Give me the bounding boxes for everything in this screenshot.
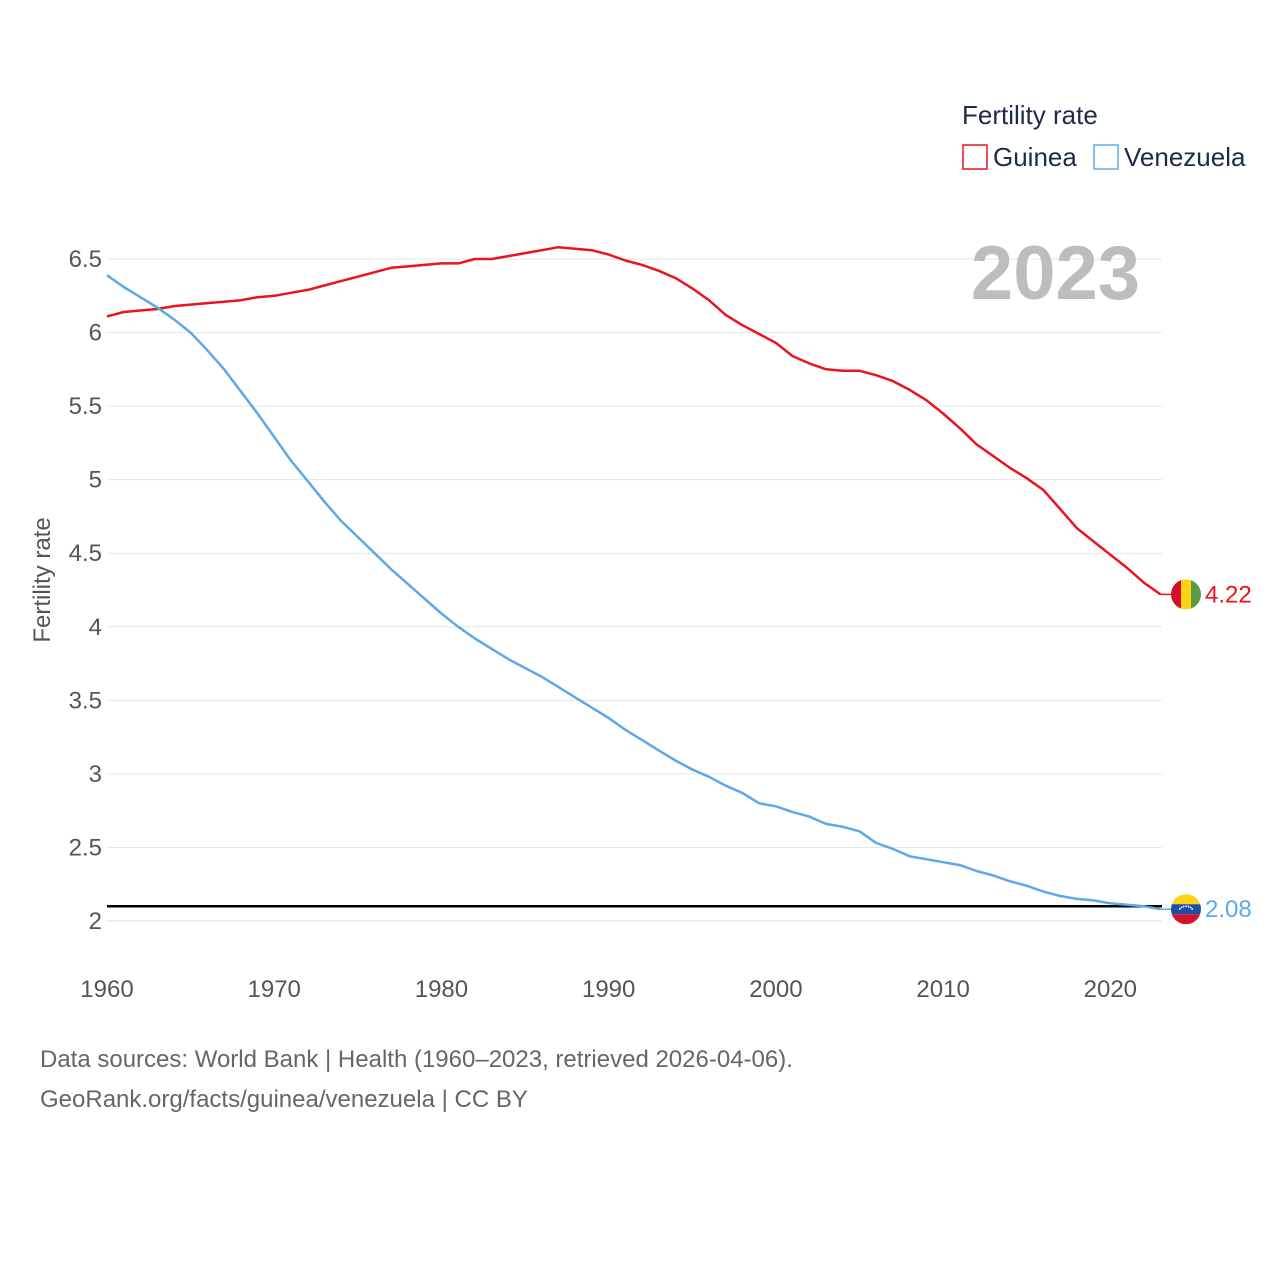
series-line-guinea	[106, 245, 1162, 596]
venezuela-flag-icon	[1171, 894, 1201, 925]
y-tick-label: 3.5	[69, 687, 102, 714]
x-tick-label: 1970	[248, 976, 301, 1003]
legend-label-guinea: Guinea	[993, 142, 1077, 172]
y-axis-title: Fertility rate	[29, 517, 56, 642]
data-sources-text: Data sources: World Bank | Health (1960–…	[40, 1046, 793, 1073]
legend-item-venezuela[interactable]: Venezuela	[1093, 142, 1246, 172]
series-lines	[106, 245, 1162, 911]
year-label: 2023	[971, 231, 1140, 316]
y-tick-label: 6.5	[69, 246, 102, 273]
y-tick-label: 2.5	[69, 834, 102, 861]
end-label-guinea: 4.22	[1205, 581, 1252, 608]
x-tick-label: 1990	[582, 976, 635, 1003]
legend-swatch-venezuela	[1093, 144, 1119, 170]
legend-label-venezuela: Venezuela	[1124, 142, 1246, 172]
x-tick-label: 1960	[80, 976, 133, 1003]
y-tick-label: 5	[89, 467, 102, 494]
legend-title: Fertility rate	[962, 100, 1098, 130]
end-label-venezuela: 2.08	[1205, 896, 1252, 923]
y-axis-ticks: 2 2.5 3 3.5 4 4.5 5 5.5 6 6.5	[69, 246, 102, 935]
guinea-flag-icon	[1171, 579, 1201, 610]
credit-link[interactable]: GeoRank.org/facts/guinea/venezuela | CC …	[40, 1086, 528, 1113]
x-tick-label: 1980	[415, 976, 468, 1003]
legend-item-guinea[interactable]: Guinea	[962, 142, 1077, 172]
x-tick-label: 2010	[916, 976, 969, 1003]
legend-swatch-guinea	[962, 144, 988, 170]
y-tick-label: 6	[89, 320, 102, 347]
x-tick-label: 2020	[1084, 976, 1137, 1003]
y-tick-label: 5.5	[69, 393, 102, 420]
fertility-rate-chart: 2 2.5 3 3.5 4 4.5 5 5.5 6 6.5 1960 1970 1980 1990 200…	[29, 100, 1252, 1003]
y-tick-label: 4.5	[69, 540, 102, 567]
gridlines	[107, 258, 1162, 848]
end-markers: 4.22 2.08	[1160, 579, 1252, 925]
footer: Data sources: World Bank | Health (1960–…	[40, 1040, 793, 1120]
x-tick-label: 2000	[749, 976, 802, 1003]
x-axis-ticks: 1960 1970 1980 1990 2000 2010 2020	[80, 976, 1137, 1003]
legend: Fertility rate Guinea Venezuela	[962, 100, 1246, 172]
y-tick-label: 2	[89, 908, 102, 935]
y-tick-label: 3	[89, 761, 102, 788]
series-line-venezuela	[106, 274, 1161, 911]
y-tick-label: 4	[89, 614, 102, 641]
